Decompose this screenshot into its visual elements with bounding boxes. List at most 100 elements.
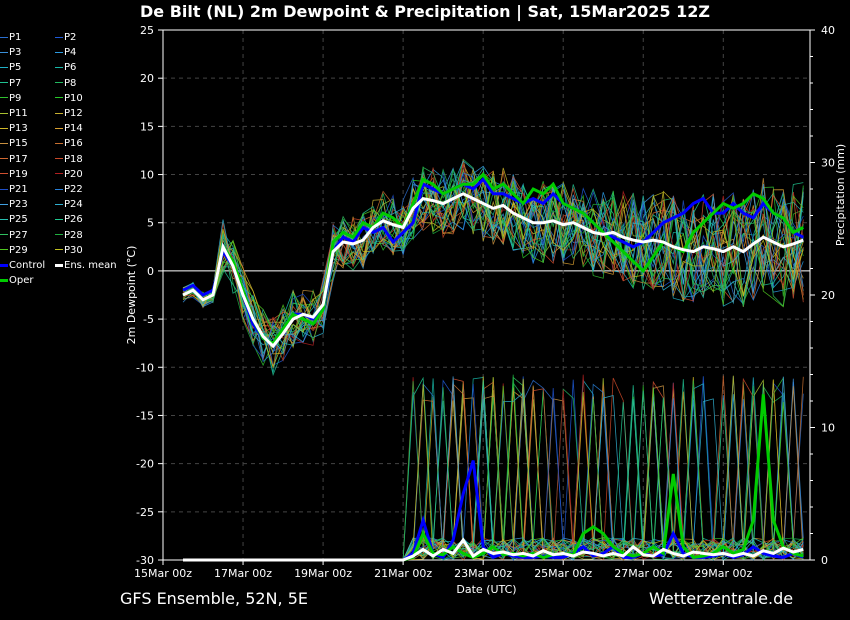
legend-label: P3: [9, 47, 22, 59]
legend-label: P4: [64, 47, 77, 59]
legend-item: P21: [0, 184, 28, 196]
y-tick-label: 15: [140, 120, 154, 133]
legend-label: P5: [9, 62, 22, 74]
chart-title: De Bilt (NL) 2m Dewpoint & Precipitation…: [140, 2, 710, 21]
legend-swatch: [55, 66, 63, 68]
member-precip-line: [183, 377, 804, 561]
y-tick-label: -15: [136, 409, 154, 422]
member-precip-line: [183, 376, 804, 561]
legend-item: P28: [55, 230, 83, 242]
legend-swatch: [55, 142, 63, 144]
legend-swatch: [0, 36, 8, 38]
legend-swatch: [55, 218, 63, 220]
x-tick-label: 15Mar 00z: [134, 567, 192, 580]
legend-swatch: [0, 127, 8, 129]
legend-swatch: [0, 263, 8, 267]
legend-label: P27: [9, 229, 28, 241]
legend-label: P10: [64, 92, 83, 104]
legend-swatch: [0, 112, 8, 114]
legend-swatch: [55, 127, 63, 129]
ens-mean-dewpoint-line: [182, 192, 804, 349]
legend-item: P9: [0, 93, 21, 105]
legend-item: P24: [55, 199, 83, 211]
legend-label: P14: [64, 123, 83, 135]
plot-frame: [162, 29, 811, 561]
legend-item: P4: [55, 47, 76, 59]
legend-swatch: [55, 82, 63, 84]
y-tick-label: -25: [136, 506, 154, 519]
y2-tick-label: 40: [821, 24, 835, 37]
member-precip-line: [183, 378, 804, 561]
legend-label: P11: [9, 108, 28, 119]
legend-swatch: [0, 188, 8, 190]
legend-swatch: [0, 203, 8, 205]
legend-item: P3: [0, 47, 21, 59]
legend-item: Oper: [0, 275, 33, 287]
legend-item: P26: [55, 214, 83, 226]
member-dewpoint-line: [182, 166, 804, 337]
legend-item: P15: [0, 138, 28, 150]
legend-item: P20: [55, 169, 83, 181]
legend-item: P16: [55, 138, 83, 150]
legend-item: Control: [0, 260, 45, 272]
legend-swatch: [55, 203, 63, 205]
legend-label: P21: [9, 184, 28, 195]
legend-swatch: [0, 278, 8, 282]
member-precip-line: [183, 382, 804, 561]
legend-label: P6: [64, 62, 77, 74]
legend-item: P11: [0, 108, 28, 120]
member-precip-line: [183, 377, 804, 561]
footer-site: Wetterzentrale.de: [649, 589, 794, 608]
y2-tick-label: 10: [821, 422, 835, 435]
legend-item: P6: [55, 62, 76, 74]
y-tick-label: 5: [147, 217, 154, 230]
member-precip-line: [183, 376, 804, 561]
legend-item: P27: [0, 230, 28, 242]
member-precip-line: [183, 378, 804, 561]
legend-swatch: [55, 234, 63, 236]
legend-item: P10: [55, 93, 83, 105]
legend-item: P12: [55, 108, 83, 120]
member-precip-line: [183, 374, 804, 561]
member-dewpoint-line: [182, 167, 804, 355]
legend-item: P1: [0, 32, 21, 44]
legend-item: Ens. mean: [55, 260, 117, 272]
y2-tick-label: 20: [821, 289, 835, 302]
legend-label: Control: [9, 260, 46, 271]
member-precip-line: [183, 377, 804, 561]
y-tick-label: -10: [136, 361, 154, 374]
member-precip-line: [183, 377, 804, 561]
legend-label: P2: [64, 32, 77, 43]
legend-label: P19: [9, 168, 28, 180]
legend-label: P25: [9, 214, 28, 226]
legend-swatch: [0, 158, 8, 160]
y-tick-label: -5: [143, 313, 154, 326]
legend-label: P22: [64, 184, 83, 195]
legend-swatch: [55, 188, 63, 190]
y-tick-label: -30: [136, 554, 154, 567]
legend-item: P18: [55, 154, 83, 166]
legend-label: P18: [64, 153, 83, 165]
legend-label: Ens. mean: [64, 260, 117, 271]
member-precip-line: [183, 376, 804, 561]
legend-item: P30: [55, 245, 83, 257]
legend-label: P16: [64, 138, 83, 150]
member-precip-line: [183, 381, 804, 561]
member-precip-line: [183, 377, 804, 561]
member-precip-line: [183, 378, 804, 561]
legend-label: P24: [64, 199, 83, 211]
y2-tick-label: 0: [821, 554, 828, 567]
legend-swatch: [55, 36, 63, 38]
member-precip-line: [183, 385, 804, 561]
y-tick-label: -20: [136, 458, 154, 471]
legend-swatch: [55, 112, 63, 114]
y2-axis-label: Precipitation (mm): [834, 144, 847, 246]
legend-label: Oper: [9, 275, 34, 287]
legend-item: P14: [55, 123, 83, 135]
legend-label: P17: [9, 153, 28, 165]
x-axis-label: Date (UTC): [456, 583, 516, 596]
legend-swatch: [0, 173, 8, 175]
oper-dewpoint-line: [182, 172, 804, 346]
y-tick-label: 25: [140, 24, 154, 37]
